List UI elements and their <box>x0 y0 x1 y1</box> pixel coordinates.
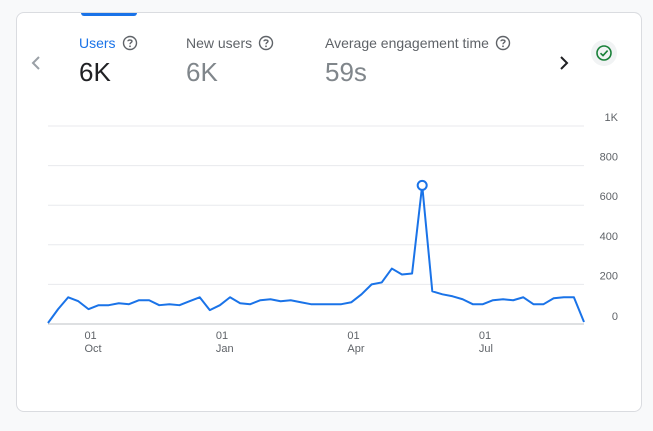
x-tick-day-label: 01 <box>347 330 359 342</box>
active-tab-indicator <box>81 13 137 16</box>
help-circle-icon[interactable] <box>258 35 274 51</box>
metric-tab-new-users[interactable]: New users 6K <box>186 35 274 87</box>
x-tick-day-label: 01 <box>216 330 228 342</box>
chevron-left-icon[interactable] <box>29 53 43 73</box>
y-tick-label: 400 <box>600 231 618 243</box>
metric-label-row: Average engagement time <box>325 35 511 51</box>
help-circle-icon[interactable] <box>122 35 138 51</box>
users-overview-card: Users 6K New users 6K Average engagement… <box>16 12 642 412</box>
metric-value: 6K <box>79 57 111 87</box>
x-tick-month-label: Jul <box>479 343 493 355</box>
x-tick-day-label: 01 <box>479 330 491 342</box>
x-tick-month-label: Apr <box>347 343 364 355</box>
metric-tab-average-engagement-time[interactable]: Average engagement time 59s <box>325 35 511 87</box>
highlighted-data-point <box>416 179 428 191</box>
check-circle-icon <box>591 40 617 66</box>
x-tick-day-label: 01 <box>84 330 96 342</box>
metric-tab-users[interactable]: Users 6K <box>79 35 138 87</box>
metric-label-row: Users <box>79 35 138 51</box>
metric-label-row: New users <box>186 35 274 51</box>
metric-value: 59s <box>325 57 367 87</box>
y-tick-label: 600 <box>600 191 618 203</box>
metric-label: Users <box>79 35 116 51</box>
x-tick-month-label: Oct <box>84 343 101 355</box>
metric-label: New users <box>186 35 253 51</box>
x-tick-month-label: Jan <box>216 343 234 355</box>
y-tick-label: 200 <box>600 270 618 282</box>
chevron-right-icon[interactable] <box>557 53 571 73</box>
metric-label: Average engagement time <box>325 35 489 51</box>
y-tick-label: 1K <box>605 112 619 124</box>
y-tick-label: 0 <box>612 311 618 323</box>
users-series-line <box>47 184 585 324</box>
help-circle-icon[interactable] <box>495 35 511 51</box>
y-tick-label: 800 <box>600 152 618 164</box>
metric-value: 6K <box>186 57 218 87</box>
